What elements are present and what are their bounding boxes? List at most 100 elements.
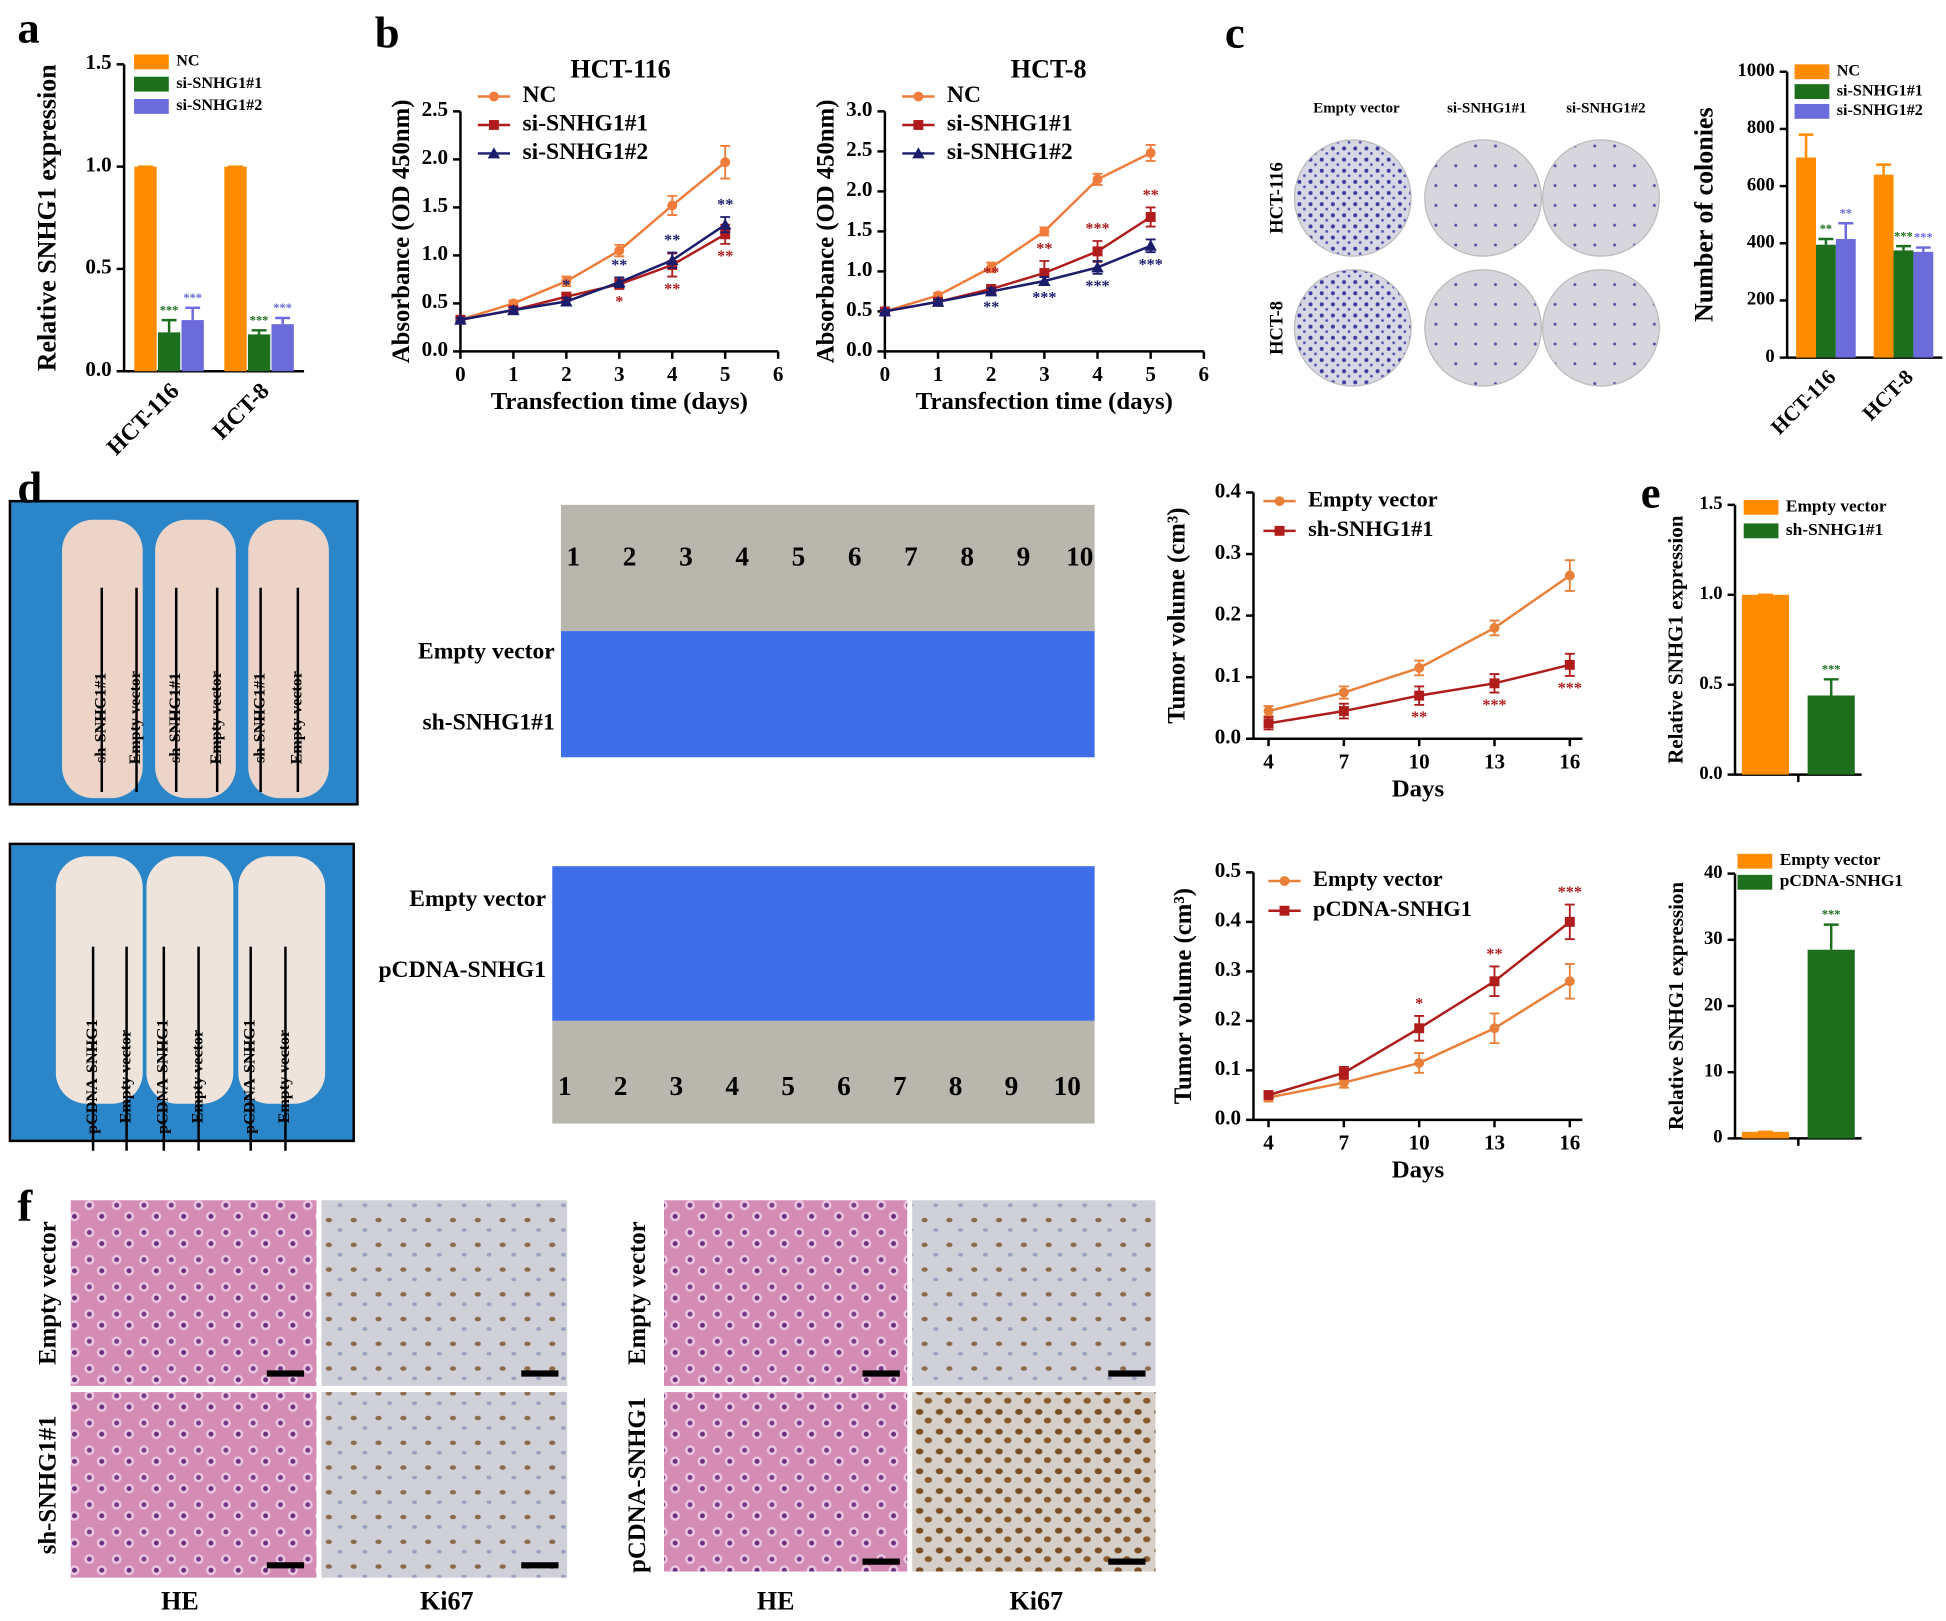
y-tick-label: 0.0 (1215, 1106, 1241, 1130)
x-tick-label: 2 (986, 362, 997, 386)
bar (224, 166, 247, 372)
legend-label: si-SNHG1#2 (1837, 102, 1923, 119)
x-tick-label: 0 (455, 362, 466, 386)
mouse-label: pCDNA-SNHG1 (155, 1019, 172, 1133)
legend-label: NC (947, 82, 981, 108)
marker (1338, 1067, 1349, 1078)
ruler-number: 4 (725, 1071, 739, 1101)
bar (271, 324, 294, 372)
marker (931, 295, 945, 307)
marker (1338, 687, 1349, 698)
error-bar (1798, 133, 1814, 158)
error-bar (1838, 222, 1854, 239)
legend-label: sh-SNHG1#1 (1308, 516, 1433, 541)
y-tick-label: 3.0 (846, 97, 872, 121)
plate (1424, 139, 1543, 257)
y-tick-label: 1.5 (1699, 493, 1722, 514)
marker (560, 295, 573, 307)
x-tick-label: HCT-116 (102, 378, 185, 461)
legend-label: si-SNHG1#1 (522, 110, 648, 136)
x-tick-label: 3 (614, 362, 625, 386)
x-tick-label: 10 (1409, 1130, 1430, 1154)
legend-label: si-SNHG1#2 (176, 97, 262, 114)
y-tick-label: 0.0 (1699, 763, 1722, 784)
y-tick-label: 1.0 (85, 152, 111, 176)
marker (718, 218, 732, 230)
line (884, 244, 1152, 313)
marker (1414, 1023, 1425, 1034)
ruler (552, 1020, 1095, 1124)
row-label: sh-SNHG1#1 (422, 709, 554, 735)
marker (1414, 1057, 1425, 1068)
error-bar (185, 306, 201, 321)
histology-image (70, 1392, 317, 1578)
panel-label: d (17, 463, 42, 513)
y-tick-label: 0.4 (1215, 478, 1242, 502)
legend-swatch (1737, 853, 1773, 869)
marker (1263, 718, 1274, 729)
y-tick-label: 2.5 (422, 97, 448, 121)
y-tick-label: 0.0 (85, 357, 111, 381)
ruler-number: 6 (848, 542, 862, 572)
significance: *** (1482, 697, 1506, 714)
panel-label: f (17, 1180, 33, 1230)
significance: ** (1143, 187, 1159, 204)
bar (181, 320, 204, 372)
significance: ** (664, 281, 680, 298)
marker (667, 200, 678, 211)
plate-label: HCT-116 (1267, 162, 1288, 233)
ruler-number: 7 (893, 1071, 907, 1101)
significance: * (615, 293, 623, 310)
ruler-number: 3 (670, 1071, 684, 1101)
legend-swatch (1743, 523, 1779, 539)
y-tick-label: 2.5 (846, 137, 872, 161)
ruler-number: 7 (904, 542, 918, 572)
chart-title: HCT-8 (1011, 55, 1087, 84)
significance: ** (1486, 946, 1502, 963)
marker (913, 120, 924, 130)
histology-image (321, 1200, 568, 1386)
chart-title: HCT-116 (570, 55, 670, 84)
x-tick-label: 7 (1339, 749, 1350, 773)
row-label: pCDNA-SNHG1 (624, 1397, 651, 1573)
mouse-label: Empty vector (289, 671, 306, 764)
x-tick-label: 13 (1484, 1130, 1505, 1154)
marker (1092, 246, 1103, 257)
mouse-label: Empty vector (127, 671, 144, 764)
ruler-number: 1 (558, 1071, 572, 1101)
significance: ** (664, 232, 680, 249)
histology-image (70, 1200, 317, 1386)
legend-swatch (1737, 874, 1773, 890)
line (884, 215, 1152, 313)
legend-label: sh-SNHG1#1 (1786, 520, 1883, 539)
y-axis-label: Absorbance (OD 450nm) (812, 100, 839, 364)
significance: *** (1914, 231, 1933, 245)
bar (157, 332, 181, 372)
mouse-label: Empty vector (117, 1030, 134, 1123)
error-bar (1823, 923, 1839, 950)
row-label: Empty vector (34, 1221, 61, 1365)
y-tick-label: 0.5 (1215, 858, 1241, 882)
panel-label: a (17, 2, 39, 52)
ruler-number: 3 (679, 542, 693, 572)
column-label: Ki67 (420, 1587, 474, 1616)
y-tick-label: 0.3 (1215, 957, 1241, 981)
plate-label: Empty vector (1313, 100, 1400, 116)
marker (720, 157, 731, 168)
y-tick-label: 1.5 (846, 217, 872, 241)
y-tick-label: 0.0 (846, 337, 872, 361)
bar (1796, 157, 1816, 358)
significance: *** (1894, 229, 1913, 243)
marker (1414, 662, 1425, 673)
x-tick-label: 6 (773, 362, 784, 386)
x-tick-label: HCT-116 (1766, 365, 1840, 439)
panel-label: c (1225, 7, 1245, 57)
legend-swatch (134, 76, 169, 92)
marker (1279, 905, 1290, 916)
x-tick-label: 4 (1092, 362, 1103, 386)
marker (454, 313, 467, 325)
bar (1815, 244, 1836, 358)
column-label: Ki67 (1010, 1587, 1064, 1616)
significance: ** (611, 257, 627, 274)
mouse-label: pCDNA-SNHG1 (84, 1019, 101, 1133)
